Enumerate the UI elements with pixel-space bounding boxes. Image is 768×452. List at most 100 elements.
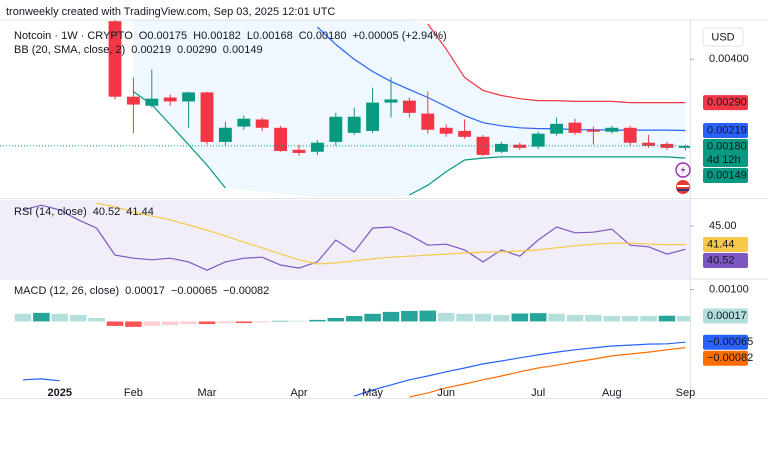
- countdown: 4d 12h: [707, 154, 741, 166]
- x-tick-label: Aug: [602, 387, 622, 399]
- candle-body: [550, 123, 564, 134]
- histogram-bar: [69, 315, 87, 322]
- candle-body: [421, 113, 435, 130]
- candle-body: [182, 92, 196, 102]
- legend-value: −0.00065: [171, 285, 217, 297]
- legend-title: Notcoin · 1W · CRYPTO: [14, 30, 133, 42]
- x-tick-label: Jun: [437, 387, 455, 399]
- price-tag: [703, 123, 748, 139]
- histogram-bar: [235, 321, 253, 324]
- candle-body: [384, 99, 398, 103]
- histogram-bar: [621, 316, 639, 322]
- price-tag-label: 0.00219: [707, 124, 747, 136]
- candle-body: [237, 118, 251, 127]
- candle-body: [108, 21, 122, 97]
- histogram-bar: [382, 311, 400, 322]
- x-tick-label: Mar: [198, 387, 217, 399]
- price-tag: [703, 334, 748, 350]
- price-tag-label: 41.44: [707, 238, 735, 250]
- histogram-bar: [677, 316, 690, 322]
- ohlc-value: +0.00005 (+2.94%): [352, 30, 446, 42]
- candle-body: [145, 98, 159, 106]
- price-tag-label: −0.00082: [707, 352, 753, 364]
- rsi-band: [0, 200, 690, 278]
- histogram-bar: [603, 316, 621, 322]
- candle-body: [678, 145, 690, 148]
- ohlc-value: L0.00168: [247, 30, 293, 42]
- candle-body: [586, 129, 600, 132]
- histogram-bar: [180, 321, 197, 325]
- histogram-bar: [33, 312, 50, 322]
- histogram-bar: [51, 313, 69, 322]
- price-tag: [703, 168, 748, 184]
- histogram-bar: [327, 317, 345, 322]
- price-tag: [703, 308, 748, 324]
- histogram-bar: [161, 321, 179, 325]
- histogram-bar: [401, 310, 418, 322]
- histogram-bar: [511, 313, 529, 322]
- legend-value: 41.44: [126, 206, 154, 218]
- legend-value: 0.00149: [223, 44, 263, 56]
- x-tick-label: Sep: [676, 387, 696, 399]
- indicator-line: [22, 341, 686, 397]
- ohlc-value: H0.00182: [193, 30, 241, 42]
- price-tag: [703, 95, 748, 111]
- histogram-bar: [529, 313, 547, 322]
- currency: USD: [711, 31, 734, 43]
- histogram-bar: [309, 319, 326, 322]
- price-tag-label: 0.00017: [707, 310, 747, 322]
- ohlc-value: O0.00175: [139, 30, 187, 42]
- candle-body: [255, 119, 269, 128]
- candle-body: [439, 127, 453, 134]
- alert-icons: [675, 162, 691, 194]
- candle-body: [163, 97, 177, 102]
- candle-body: [568, 122, 582, 133]
- flag-stripe: [677, 185, 689, 187]
- legend-value: 0.00219: [131, 44, 171, 56]
- y-tick-label: 0.00100: [709, 283, 749, 295]
- x-tick-label: 2025: [48, 387, 72, 399]
- legend-title: RSI (14, close): [14, 206, 87, 218]
- ohlc-value: C0.00180: [299, 30, 347, 42]
- price-tag-label: 0.00290: [707, 97, 747, 109]
- histogram-bar: [290, 320, 308, 322]
- candle-body: [274, 127, 288, 151]
- candle-body: [458, 130, 472, 137]
- price-tag: [703, 139, 748, 168]
- legend-title: BB (20, SMA, close, 2): [14, 44, 125, 56]
- price-tag: [703, 350, 748, 366]
- histogram-bar: [88, 317, 105, 322]
- histogram-bar: [217, 321, 234, 324]
- price-tag-label: 0.00149: [707, 169, 747, 181]
- candle-body: [642, 142, 656, 146]
- legend-value: 0.00017: [125, 285, 165, 297]
- candle-body: [366, 102, 380, 131]
- price-tag-label: 0.00180: [707, 140, 747, 152]
- flag-stripe: [677, 189, 689, 191]
- price-tag-label: 40.52: [707, 254, 735, 266]
- price-tag: [703, 253, 748, 269]
- candle-body: [329, 116, 343, 142]
- histogram-bar: [345, 316, 363, 322]
- y-tick-label: 0.00400: [709, 53, 749, 65]
- histogram-bar: [456, 313, 473, 322]
- indicator-line: [427, 23, 686, 104]
- x-tick-label: Feb: [124, 387, 143, 399]
- histogram-bar: [493, 315, 510, 322]
- candle-body: [126, 96, 140, 105]
- histogram-bar: [106, 321, 124, 326]
- x-tick-label: Jul: [531, 387, 545, 399]
- histogram-bar: [364, 313, 381, 322]
- histogram-bar: [437, 312, 455, 322]
- candle-body: [623, 127, 637, 143]
- indicator-line: [22, 204, 686, 271]
- histogram-bar: [272, 320, 289, 322]
- legend-value: −0.00082: [223, 285, 269, 297]
- legend-value: 40.52: [93, 206, 121, 218]
- histogram-bar: [198, 321, 216, 325]
- y-tick-label: 45.00: [709, 220, 737, 232]
- candle-body: [605, 127, 619, 132]
